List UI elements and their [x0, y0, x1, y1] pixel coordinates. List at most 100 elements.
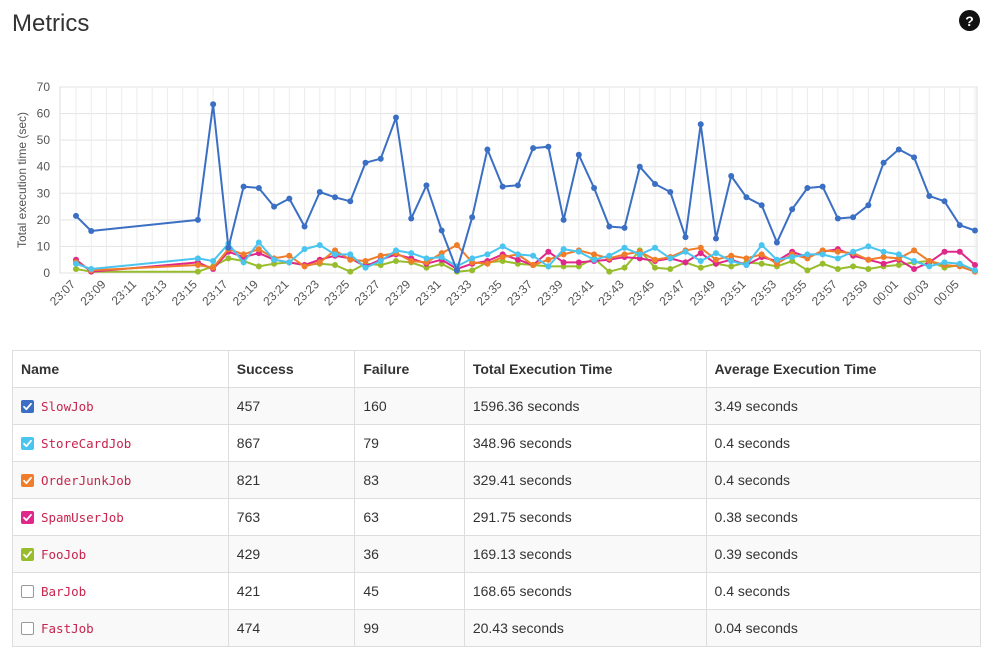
data-point[interactable]: [514, 256, 521, 263]
data-point[interactable]: [591, 184, 598, 191]
data-point[interactable]: [895, 251, 902, 258]
data-point[interactable]: [621, 251, 628, 258]
data-point[interactable]: [758, 260, 765, 267]
data-point[interactable]: [332, 194, 339, 201]
data-point[interactable]: [194, 216, 201, 223]
data-point[interactable]: [255, 239, 262, 246]
data-point[interactable]: [316, 188, 323, 195]
help-button[interactable]: ?: [959, 10, 980, 31]
data-point[interactable]: [530, 252, 537, 259]
data-point[interactable]: [743, 194, 750, 201]
data-point[interactable]: [377, 258, 384, 265]
data-point[interactable]: [530, 145, 537, 152]
data-point[interactable]: [316, 259, 323, 266]
data-point[interactable]: [545, 256, 552, 263]
data-point[interactable]: [73, 212, 79, 219]
data-point[interactable]: [743, 262, 750, 269]
data-point[interactable]: [271, 203, 278, 210]
data-point[interactable]: [712, 235, 719, 242]
data-point[interactable]: [362, 258, 369, 265]
data-point[interactable]: [332, 251, 339, 258]
data-point[interactable]: [484, 146, 491, 153]
data-point[interactable]: [621, 224, 628, 231]
data-point[interactable]: [255, 246, 262, 253]
data-point[interactable]: [667, 266, 674, 273]
data-point[interactable]: [712, 256, 719, 263]
data-point[interactable]: [880, 260, 887, 267]
data-point[interactable]: [956, 248, 963, 255]
data-point[interactable]: [712, 250, 719, 257]
data-point[interactable]: [789, 206, 796, 213]
data-point[interactable]: [514, 251, 521, 258]
data-point[interactable]: [926, 258, 933, 265]
data-point[interactable]: [240, 183, 247, 190]
data-point[interactable]: [697, 250, 704, 257]
data-point[interactable]: [728, 263, 735, 270]
data-point[interactable]: [834, 255, 841, 262]
data-point[interactable]: [301, 223, 308, 230]
data-point[interactable]: [560, 259, 567, 266]
data-point[interactable]: [514, 182, 521, 189]
data-point[interactable]: [636, 163, 643, 170]
data-point[interactable]: [652, 264, 659, 271]
series-toggle-checkbox-checked[interactable]: [21, 436, 34, 450]
data-point[interactable]: [286, 195, 293, 202]
data-point[interactable]: [423, 255, 430, 262]
data-point[interactable]: [606, 268, 613, 275]
data-point[interactable]: [194, 262, 201, 269]
data-point[interactable]: [255, 263, 262, 270]
data-point[interactable]: [591, 251, 598, 258]
data-point[interactable]: [819, 251, 826, 258]
data-point[interactable]: [347, 251, 354, 258]
data-point[interactable]: [575, 151, 582, 158]
data-point[interactable]: [286, 252, 293, 259]
data-point[interactable]: [911, 247, 918, 254]
data-point[interactable]: [850, 248, 857, 255]
data-point[interactable]: [88, 228, 95, 235]
data-point[interactable]: [636, 251, 643, 258]
data-point[interactable]: [408, 258, 415, 265]
data-point[interactable]: [530, 262, 537, 269]
data-point[interactable]: [362, 159, 369, 166]
data-point[interactable]: [972, 262, 978, 269]
data-point[interactable]: [911, 154, 918, 161]
data-point[interactable]: [758, 242, 765, 249]
series-toggle-checkbox-checked[interactable]: [21, 399, 34, 413]
series-toggle-checkbox-checked[interactable]: [21, 473, 34, 487]
series-toggle-checkbox[interactable]: [21, 584, 34, 598]
data-point[interactable]: [453, 242, 460, 249]
data-point[interactable]: [347, 268, 354, 275]
data-point[interactable]: [804, 267, 811, 274]
data-point[interactable]: [423, 182, 430, 189]
data-point[interactable]: [621, 244, 628, 251]
data-point[interactable]: [682, 259, 689, 266]
data-point[interactable]: [926, 263, 933, 270]
data-point[interactable]: [332, 262, 339, 269]
data-point[interactable]: [225, 255, 232, 262]
data-point[interactable]: [804, 251, 811, 258]
data-point[interactable]: [895, 262, 902, 269]
data-point[interactable]: [575, 259, 582, 266]
data-point[interactable]: [240, 259, 247, 266]
data-point[interactable]: [499, 183, 506, 190]
data-point[interactable]: [865, 243, 872, 250]
data-point[interactable]: [667, 188, 674, 195]
data-point[interactable]: [865, 266, 872, 273]
data-point[interactable]: [697, 258, 704, 265]
data-point[interactable]: [392, 114, 399, 121]
data-point[interactable]: [941, 198, 948, 205]
data-point[interactable]: [652, 256, 659, 263]
data-point[interactable]: [773, 256, 780, 263]
data-point[interactable]: [819, 260, 826, 267]
data-point[interactable]: [484, 260, 491, 267]
data-point[interactable]: [956, 260, 963, 267]
data-point[interactable]: [865, 202, 872, 209]
data-point[interactable]: [88, 266, 95, 273]
data-point[interactable]: [377, 155, 384, 162]
data-point[interactable]: [728, 173, 735, 180]
data-point[interactable]: [682, 234, 689, 241]
data-point[interactable]: [834, 215, 841, 222]
data-point[interactable]: [225, 244, 232, 251]
data-point[interactable]: [819, 183, 826, 190]
data-point[interactable]: [972, 267, 978, 274]
